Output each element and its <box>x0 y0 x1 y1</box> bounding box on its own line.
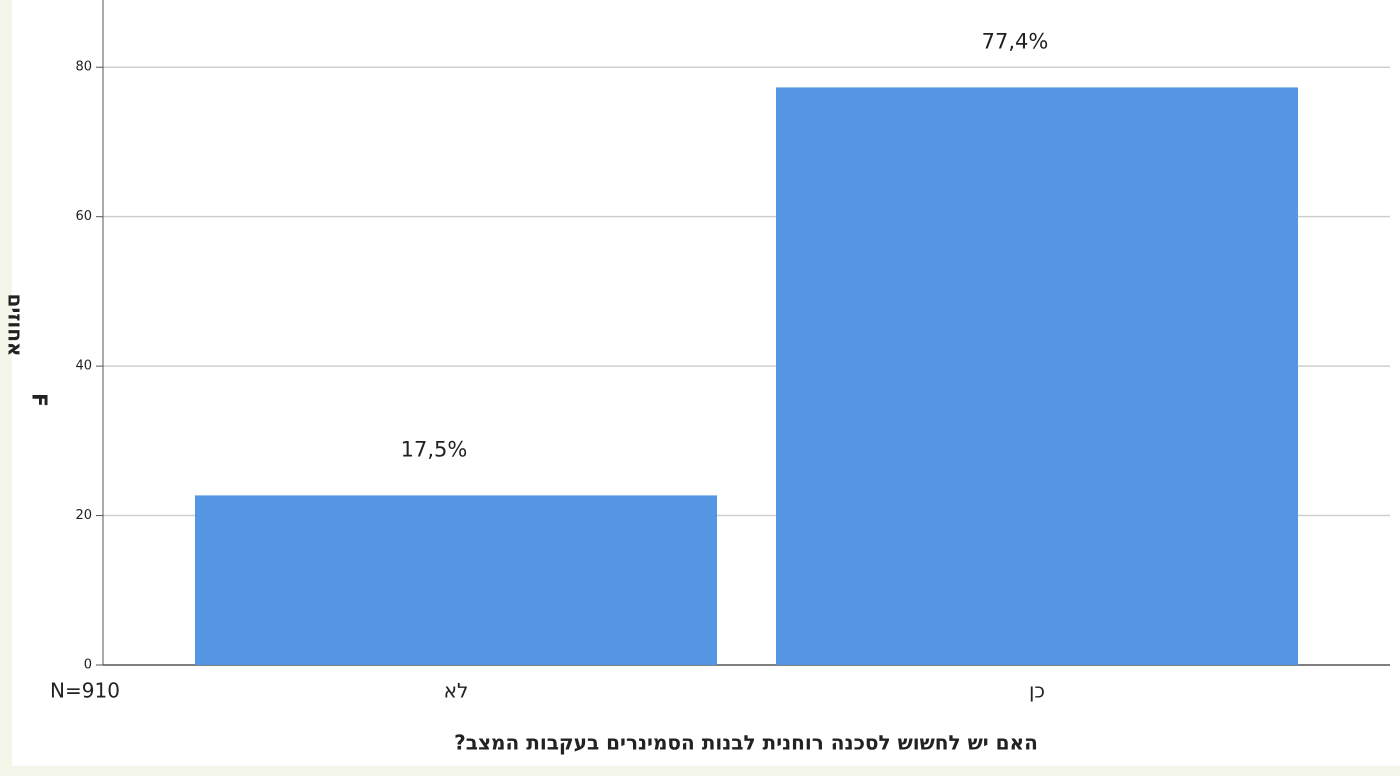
x-tick-label: כן <box>1029 679 1045 703</box>
sample-size: N=910 <box>50 679 120 703</box>
bar-annotation: 77,4% <box>982 29 1049 53</box>
y-axis-title: אחוזים <box>4 294 28 357</box>
y-tick-label: 60 <box>75 209 92 224</box>
bar-annotation: 17,5% <box>401 437 468 461</box>
y-axis-title-2: F <box>28 393 52 407</box>
y-tick-label: 20 <box>75 508 92 523</box>
x-tick-label: לא <box>444 679 469 703</box>
bar <box>195 495 717 665</box>
y-tick-label: 80 <box>75 60 92 75</box>
y-tick-label: 0 <box>84 658 92 673</box>
x-axis-title: האם יש לחשוש לסכנה רוחנית לבנות הסמינרים… <box>454 731 1038 755</box>
y-tick-label: 40 <box>75 359 92 374</box>
bar <box>776 87 1298 666</box>
